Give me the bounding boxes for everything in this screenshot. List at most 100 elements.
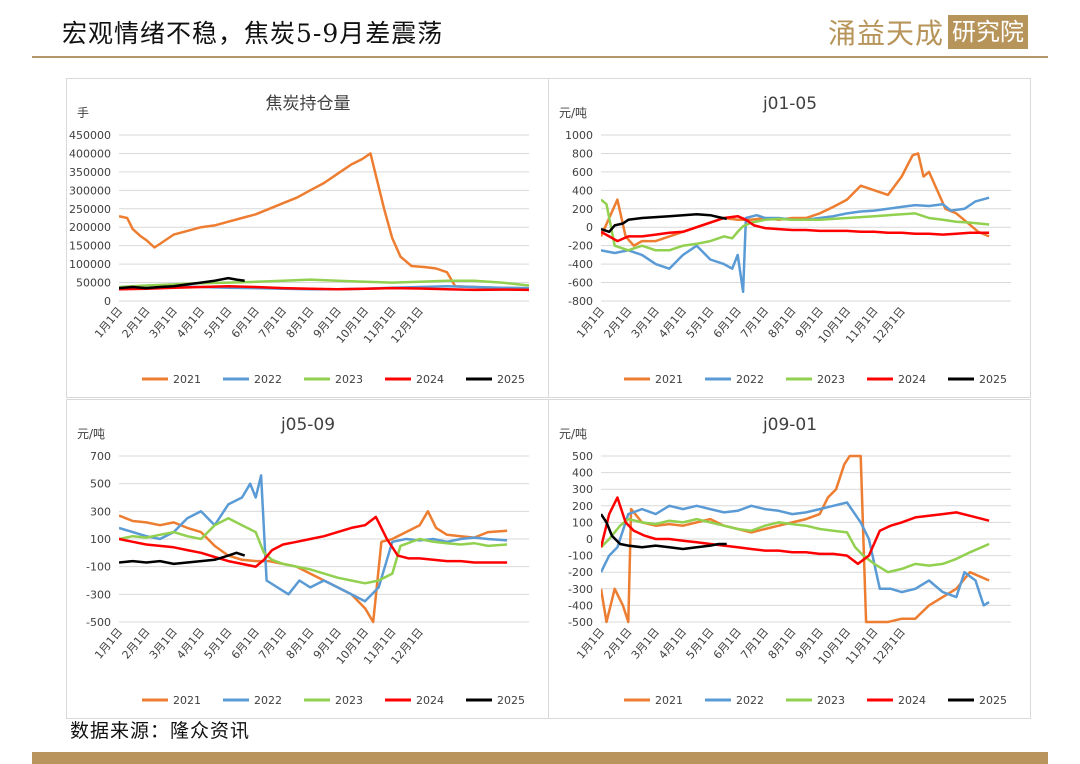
legend-label-2023: 2023 — [335, 373, 363, 386]
legend-label-2024: 2024 — [898, 373, 926, 386]
legend-label-2025: 2025 — [979, 694, 1007, 707]
logo-badge: 研究院 — [948, 15, 1029, 49]
series-line-2022 — [601, 196, 990, 294]
x-tick-label: 5月1日 — [202, 626, 235, 662]
y-tick-label: 800 — [572, 147, 593, 160]
legend-label-2021: 2021 — [173, 373, 201, 386]
y-tick-label: -100 — [568, 550, 593, 563]
y-tick-label: 0 — [104, 295, 111, 308]
series-line-2021 — [601, 152, 990, 247]
x-tick-label: 7月1日 — [738, 305, 771, 341]
x-tick-label: 4月1日 — [656, 626, 689, 662]
series-line-2022 — [119, 474, 508, 603]
y-tick-label: -400 — [568, 599, 593, 612]
chart-title: 焦炭持仓量 — [266, 94, 351, 114]
y-tick-label: 450000 — [69, 129, 111, 142]
y-tick-label: 600 — [572, 166, 593, 179]
y-tick-label: 250000 — [69, 203, 111, 216]
x-tick-label: 5月1日 — [684, 626, 717, 662]
y-tick-label: 100000 — [69, 258, 111, 271]
x-tick-label: 7月1日 — [256, 626, 289, 662]
y-tick-label: 700 — [90, 450, 111, 463]
header-divider — [32, 56, 1048, 58]
x-tick-label: 6月1日 — [229, 626, 262, 662]
y-tick-label: -200 — [568, 240, 593, 253]
x-tick-label: 3月1日 — [147, 305, 180, 341]
y-tick-label: 400 — [572, 184, 593, 197]
x-tick-label: 8月1日 — [284, 305, 317, 341]
y-axis-label: 手 — [77, 106, 89, 120]
chart-panel-j09-01: j09-01 元/吨 -500 -400 -300 -200 -100 0 100 200 300 4… — [548, 399, 1031, 719]
x-tick-label: 2月1日 — [602, 626, 635, 662]
x-tick-label: 8月1日 — [284, 626, 317, 662]
y-tick-label: 300 — [572, 483, 593, 496]
x-tick-label: 8月1日 — [766, 626, 799, 662]
x-tick-label: 1月1日 — [92, 626, 125, 662]
chart-title: j09-01 — [762, 415, 817, 435]
y-axis-label: 元/吨 — [559, 427, 587, 441]
y-axis-label: 元/吨 — [559, 106, 587, 120]
chart-j05-09: j05-09 元/吨 -500 -300 -100 100 300 500 700 1月1日2月1… — [77, 415, 529, 707]
x-tick-label: 7月1日 — [256, 305, 289, 341]
y-tick-label: -500 — [86, 616, 111, 629]
x-tick-label: 2月1日 — [120, 626, 153, 662]
y-tick-label: 400000 — [69, 147, 111, 160]
y-tick-label: 100 — [572, 516, 593, 529]
series-line-2021 — [119, 152, 529, 291]
brand-logo: 涌益天成 研究院 — [828, 14, 1029, 50]
series-line-2025 — [119, 551, 246, 566]
logo-text: 涌益天成 — [828, 17, 945, 50]
legend-label-2023: 2023 — [817, 373, 845, 386]
footer-bar — [32, 752, 1048, 764]
series-line-2023 — [119, 517, 508, 585]
data-source: 数据来源：隆众资讯 — [70, 720, 251, 742]
chart-j09-01: j09-01 元/吨 -500 -400 -300 -200 -100 0 100 200 300 4… — [559, 415, 1011, 707]
y-tick-label: 50000 — [76, 277, 111, 290]
page-title: 宏观情绪不稳，焦炭5-9月差震荡 — [62, 19, 444, 48]
legend-label-2022: 2022 — [736, 694, 764, 707]
x-tick-label: 6月1日 — [711, 305, 744, 341]
y-tick-label: 500 — [90, 478, 111, 491]
x-tick-label: 4月1日 — [656, 305, 689, 341]
series-line-2025 — [601, 213, 727, 234]
legend-label-2022: 2022 — [736, 373, 764, 386]
chart-title: j05-09 — [280, 415, 335, 435]
legend-label-2023: 2023 — [335, 694, 363, 707]
x-tick-label: 6月1日 — [229, 305, 262, 341]
y-tick-label: -300 — [568, 583, 593, 596]
y-tick-label: -100 — [86, 561, 111, 574]
legend-label-2024: 2024 — [898, 694, 926, 707]
y-tick-label: 200 — [572, 203, 593, 216]
y-tick-label: 200 — [572, 500, 593, 513]
y-axis-label: 元/吨 — [77, 427, 105, 441]
series-line-2024 — [601, 496, 990, 566]
y-tick-label: -600 — [568, 277, 593, 290]
y-tick-label: 150000 — [69, 240, 111, 253]
legend-label-2021: 2021 — [655, 373, 683, 386]
y-tick-label: 0 — [586, 221, 593, 234]
legend-label-2025: 2025 — [497, 694, 525, 707]
legend-label-2022: 2022 — [254, 694, 282, 707]
x-tick-label: 4月1日 — [174, 626, 207, 662]
chart-j01-05: j01-05 元/吨 -800 -600 -400 -200 0 200 400 600 800 10… — [559, 94, 1011, 386]
x-tick-label: 4月1日 — [174, 305, 207, 341]
legend-label-2023: 2023 — [817, 694, 845, 707]
x-tick-label: 6月1日 — [711, 626, 744, 662]
y-tick-label: 100 — [90, 533, 111, 546]
x-tick-label: 5月1日 — [202, 305, 235, 341]
y-tick-label: -400 — [568, 258, 593, 271]
chart-panel-j01-05: j01-05 元/吨 -800 -600 -400 -200 0 200 400 600 800 10… — [548, 78, 1031, 398]
y-tick-label: 1000 — [565, 129, 593, 142]
x-tick-label: 1月1日 — [92, 305, 125, 341]
series-line-2025 — [119, 276, 245, 290]
y-tick-label: 200000 — [69, 221, 111, 234]
y-tick-label: 350000 — [69, 166, 111, 179]
x-tick-label: 8月1日 — [766, 305, 799, 341]
series-line-2024 — [601, 214, 990, 243]
legend-label-2025: 2025 — [979, 373, 1007, 386]
legend-label-2021: 2021 — [655, 694, 683, 707]
x-tick-label: 3月1日 — [629, 626, 662, 662]
chart-title: j01-05 — [762, 94, 817, 114]
y-tick-label: -300 — [86, 588, 111, 601]
